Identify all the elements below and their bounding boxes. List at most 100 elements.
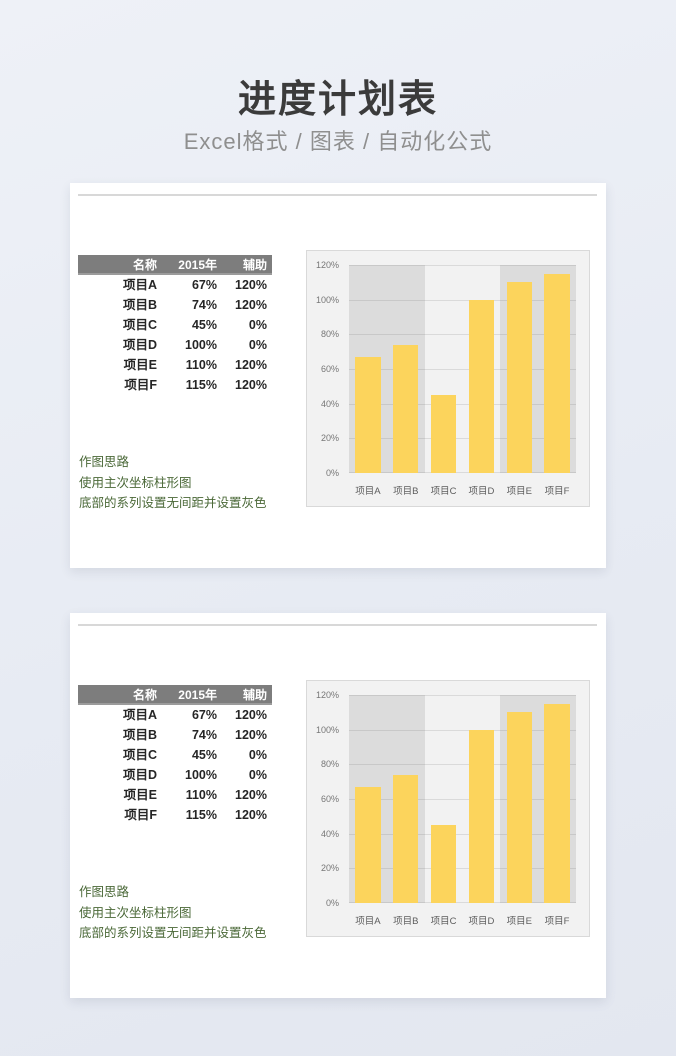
cell-project-name: 项目A (122, 278, 157, 292)
table-row: 项目F 115% 120% (78, 375, 272, 395)
x-tick-label: 项目D (468, 486, 495, 497)
page-title: 进度计划表 (237, 79, 438, 121)
cell-aux-value: 0% (248, 768, 267, 782)
cell-2015-value: 100% (185, 338, 217, 352)
x-tick-label: 项目B (393, 486, 419, 497)
x-tick-label: 项目E (506, 916, 532, 927)
y-axis: 0% 20% 40% 60% 80% 100% 120% (307, 690, 343, 908)
cell-aux-value: 120% (235, 298, 267, 312)
y-tick-label: 80% (320, 329, 339, 340)
table-header-row: 名称 2015年 辅助 (78, 255, 272, 275)
cell-2015-value: 100% (185, 768, 217, 782)
y-tick-label: 120% (315, 690, 339, 700)
header-cell-aux: 辅助 (242, 688, 267, 702)
header-cell-2015: 2015年 (178, 258, 217, 272)
gridline (349, 438, 576, 440)
table-row: 项目D 100% 0% (78, 765, 272, 785)
bar-chart: 0% 20% 40% 60% 80% 100% 120% 项目A 项目B 项目C 项目D 项目E 项目… (306, 680, 590, 937)
table-row: 项目A 67% 120% (78, 275, 272, 295)
value-bar (544, 273, 570, 473)
cell-aux-value: 0% (248, 318, 267, 332)
x-tick-label: 项目C (430, 916, 457, 927)
note-line: 作图思路 (79, 455, 130, 469)
y-tick-label: 120% (315, 260, 339, 270)
header-cell-2015: 2015年 (178, 688, 217, 702)
y-tick-label: 40% (320, 398, 339, 409)
y-tick-label: 60% (320, 794, 339, 804)
value-bar (393, 344, 419, 473)
divider-rule (78, 194, 597, 196)
table-body: 项目A 67% 120% 项目B 74% 120% 项目C 45% 0% 项目D… (78, 275, 272, 395)
value-bar (393, 774, 419, 903)
cell-2015-value: 67% (191, 278, 217, 292)
x-axis: 项目A 项目B 项目C 项目D 项目E 项目F (349, 485, 576, 499)
gridline (349, 299, 576, 301)
cell-project-name: 项目C (122, 748, 157, 762)
cell-aux-value: 120% (235, 728, 267, 742)
x-tick-label: 项目B (393, 916, 419, 927)
gridline (349, 369, 576, 370)
y-tick-label: 40% (320, 828, 339, 839)
bar-chart: 0% 20% 40% 60% 80% 100% 120% 项目A 项目B 项目C 项目D 项目E 项目… (306, 250, 590, 507)
cell-2015-value: 115% (185, 808, 217, 822)
table-row: 项目F 115% 120% (78, 805, 272, 825)
x-tick-label: 项目D (468, 916, 495, 927)
cell-aux-value: 120% (235, 708, 267, 722)
table-header-row: 名称 2015年 辅助 (78, 685, 272, 705)
cell-project-name: 项目F (124, 378, 157, 392)
cell-aux-value: 120% (235, 378, 267, 392)
table-row: 项目C 45% 0% (78, 745, 272, 765)
gridline (349, 833, 576, 835)
y-tick-label: 0% (325, 468, 339, 478)
cell-project-name: 项目D (122, 768, 157, 782)
x-tick-label: 项目F (544, 486, 570, 497)
gridline (349, 868, 576, 870)
x-tick-label: 项目C (430, 486, 457, 497)
x-tick-label: 项目F (544, 916, 570, 927)
preview-panel-1: 名称 2015年 辅助 项目A 67% 120% 项目B 74% 120% 项目… (70, 183, 606, 568)
value-bar (544, 703, 570, 903)
cell-aux-value: 0% (248, 748, 267, 762)
cell-2015-value: 74% (191, 728, 217, 742)
cell-2015-value: 110% (185, 358, 217, 372)
y-tick-label: 20% (320, 863, 339, 874)
x-axis: 项目A 项目B 项目C 项目D 项目E 项目F (349, 915, 576, 929)
preview-panel-2: 名称 2015年 辅助 项目A 67% 120% 项目B 74% 120% 项目… (70, 613, 606, 998)
table-body: 项目A 67% 120% 项目B 74% 120% 项目C 45% 0% 项目D… (78, 705, 272, 825)
chart-notes: 作图思路 使用主次坐标柱形图 底部的系列设置无间距并设置灰色 (79, 452, 267, 514)
chart-notes: 作图思路 使用主次坐标柱形图 底部的系列设置无间距并设置灰色 (79, 882, 267, 944)
gridline (349, 729, 576, 731)
cell-2015-value: 45% (191, 318, 217, 332)
table-row: 项目D 100% 0% (78, 335, 272, 355)
value-bar (468, 729, 495, 903)
y-tick-label: 100% (315, 294, 339, 305)
table-row: 项目B 74% 120% (78, 295, 272, 315)
cell-project-name: 项目A (122, 708, 157, 722)
value-bar (506, 282, 532, 473)
value-bar (430, 825, 457, 903)
gridline (349, 902, 576, 903)
value-bar (355, 356, 381, 473)
cell-aux-value: 0% (248, 338, 267, 352)
page-subtitle: Excel格式 / 图表 / 自动化公式 (183, 129, 493, 154)
y-axis: 0% 20% 40% 60% 80% 100% 120% (307, 260, 343, 478)
header-cell-name: 名称 (132, 258, 157, 272)
cell-2015-value: 110% (185, 788, 217, 802)
y-tick-label: 60% (320, 364, 339, 374)
plot-area (349, 265, 576, 473)
gridline (349, 403, 576, 405)
cell-project-name: 项目B (122, 728, 157, 742)
value-bar (355, 786, 381, 903)
data-table: 名称 2015年 辅助 项目A 67% 120% 项目B 74% 120% 项目… (78, 255, 272, 395)
gridline (349, 799, 576, 800)
gridline (349, 472, 576, 473)
plot-area (349, 695, 576, 903)
cell-2015-value: 115% (185, 378, 217, 392)
cell-aux-value: 120% (235, 788, 267, 802)
divider-rule (78, 624, 597, 626)
header-cell-aux: 辅助 (242, 258, 267, 272)
header-cell-name: 名称 (132, 688, 157, 702)
note-line: 底部的系列设置无间距并设置灰色 (79, 926, 267, 941)
cell-project-name: 项目E (123, 358, 157, 372)
table-row: 项目C 45% 0% (78, 315, 272, 335)
